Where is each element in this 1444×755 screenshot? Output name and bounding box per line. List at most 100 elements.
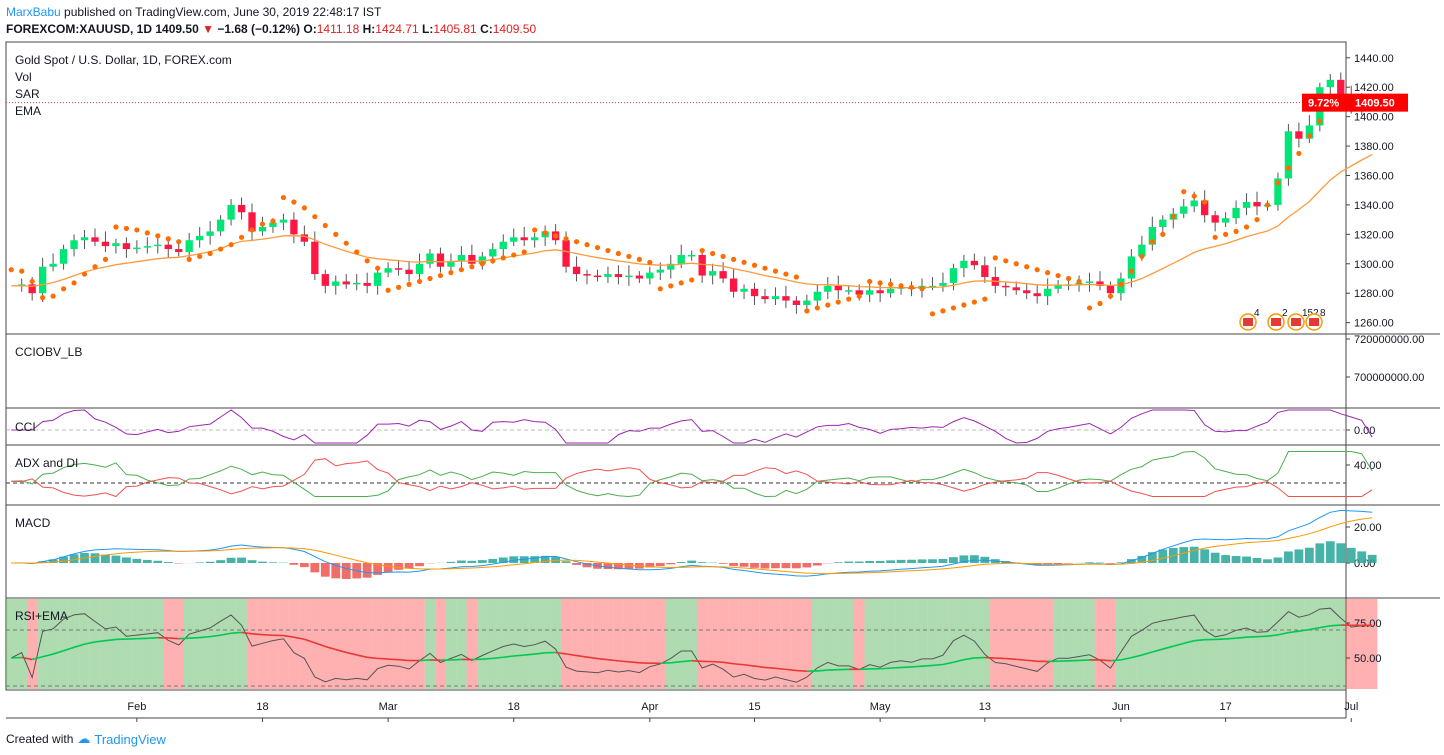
indicator-ema[interactable]: EMA xyxy=(15,104,42,118)
candle-body xyxy=(405,269,413,275)
symbol-info: FOREXCOM:XAUUSD, 1D 1409.50 ▼ −1.68 (−0.… xyxy=(6,22,537,36)
tradingview-brand[interactable]: TradingView xyxy=(94,731,166,747)
rsi-ema-segment xyxy=(534,652,546,655)
price-change: −1.68 (−0.12%) xyxy=(217,22,301,36)
rsi-ema-segment xyxy=(1319,624,1331,629)
macd-pane-title[interactable]: MACD xyxy=(15,516,51,530)
macd-hist-bar xyxy=(320,563,330,577)
rsi-zone xyxy=(1115,599,1127,689)
adx-pane-title[interactable]: ADX and DI xyxy=(15,456,79,470)
rsi-zone xyxy=(759,599,771,689)
macd-hist-bar xyxy=(1200,549,1210,563)
candle-body xyxy=(206,231,214,236)
rsi-ema-segment xyxy=(1183,639,1195,645)
rsi-zone xyxy=(16,599,27,689)
rsi-ema-segment xyxy=(388,658,399,661)
rsi-ema-segment xyxy=(1162,645,1174,650)
sar-dot xyxy=(929,311,936,317)
rsi-zone xyxy=(1157,599,1169,689)
author-link[interactable]: MarxBabu xyxy=(6,5,61,19)
candle-body xyxy=(708,271,717,276)
rsi-ema-segment xyxy=(817,669,828,672)
sar-dot xyxy=(1097,300,1103,307)
sar-dot xyxy=(699,247,705,254)
candle-body xyxy=(750,288,759,297)
sar-dot xyxy=(469,264,475,270)
rsi-zone xyxy=(288,599,300,689)
time-tick-label: 17 xyxy=(1219,701,1231,713)
sar-dot xyxy=(1202,199,1208,205)
rsi-ema-segment xyxy=(1225,637,1237,640)
candle-body xyxy=(960,260,968,269)
sar-dot xyxy=(573,239,580,245)
sar-dot xyxy=(814,305,820,311)
ema-line xyxy=(11,154,1373,289)
rsi-zone xyxy=(812,599,823,689)
rsi-zone xyxy=(320,599,331,689)
rsi-zone xyxy=(466,599,478,689)
sar-dot xyxy=(867,278,873,285)
rsi-zone xyxy=(1262,599,1273,689)
rsi-zone xyxy=(895,599,907,689)
macd-hist-bar xyxy=(791,563,801,569)
candle-body xyxy=(656,269,664,273)
sar-dot xyxy=(720,253,726,260)
sar-dot xyxy=(982,296,988,302)
rsi-ema xyxy=(11,624,1373,673)
rsi-zone xyxy=(1031,599,1043,689)
high-value: 1424.71 xyxy=(375,22,419,36)
sar-dot xyxy=(448,270,454,276)
rsi-ema-segment xyxy=(450,658,462,661)
rsi-zone xyxy=(518,599,530,689)
tradingview-logo-icon[interactable]: ☁ xyxy=(77,731,91,746)
rsi-ema-segment xyxy=(482,657,493,660)
macd-hist-bar xyxy=(1273,557,1283,563)
rsi-zone xyxy=(581,599,593,689)
rsi-zone xyxy=(477,599,488,689)
time-tick-label: Feb xyxy=(127,701,146,713)
macd-hist-bar xyxy=(875,560,885,563)
macd-hist-bar xyxy=(1179,547,1189,563)
rsi-tick-label: 75.00 xyxy=(1354,618,1382,630)
macd-hist-bar xyxy=(917,559,927,563)
time-tick-label: Jun xyxy=(1112,701,1130,713)
sar-dot xyxy=(668,283,674,289)
rsi-pane-title[interactable]: RSI+EMA xyxy=(15,609,69,623)
macd-line xyxy=(11,509,1373,577)
rsi-ema-segment xyxy=(1131,654,1143,659)
indicator-sar[interactable]: SAR xyxy=(15,87,40,101)
macd-hist-bar xyxy=(833,562,843,563)
indicator-vol[interactable]: Vol xyxy=(15,70,32,84)
candle-body xyxy=(625,275,633,278)
rsi-ema-segment xyxy=(1173,642,1184,647)
sar-dot xyxy=(19,268,25,274)
cci-pane-title[interactable]: CCI xyxy=(15,420,36,434)
sar-dot xyxy=(364,258,370,264)
macd-hist-bar xyxy=(697,562,707,563)
macd-hist-bar xyxy=(237,557,246,563)
candle-body xyxy=(1033,293,1041,297)
rsi-ema-segment xyxy=(963,657,975,661)
candle-body xyxy=(771,296,780,300)
candle-body xyxy=(122,243,131,250)
price-tick-label: 1340.00 xyxy=(1354,200,1394,212)
sar-dot xyxy=(751,262,758,268)
sar-dot xyxy=(134,227,140,233)
rsi-ema-segment xyxy=(628,660,640,664)
sar-dot xyxy=(961,302,967,308)
macd-hist-bar xyxy=(1231,556,1241,563)
macd-hist-bar xyxy=(1242,556,1251,563)
candle-body xyxy=(59,249,68,264)
cciobv-pane-title[interactable]: CCIOBV_LB xyxy=(15,345,83,359)
rsi-ema-segment xyxy=(1194,638,1205,642)
rsi-ema-segment xyxy=(1330,624,1341,627)
rsi-ema-segment xyxy=(576,654,588,658)
macd-hist-bar xyxy=(1210,552,1220,563)
macd-hist-bar xyxy=(1315,543,1325,563)
sar-dot xyxy=(563,236,569,242)
footer: Created with ☁ TradingView xyxy=(6,731,166,747)
rsi-zone xyxy=(414,599,425,689)
sar-dot xyxy=(406,281,412,287)
rsi-ema-segment xyxy=(210,634,221,638)
